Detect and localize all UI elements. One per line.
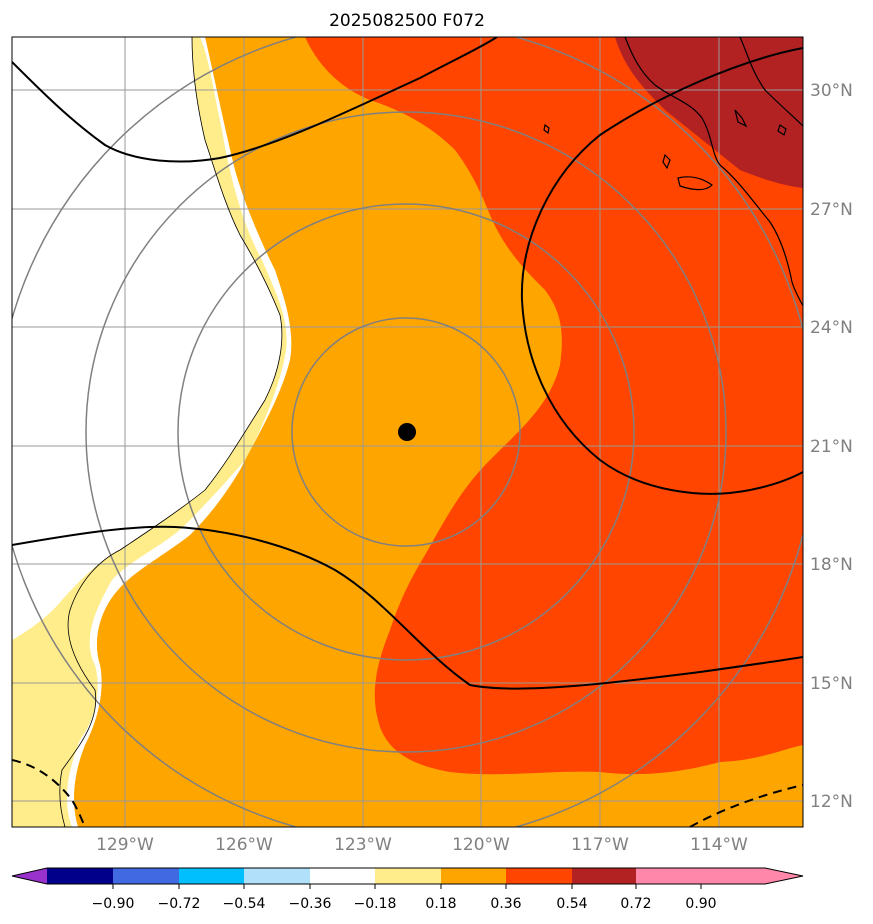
storm-center-marker: [398, 423, 416, 441]
colorbar-tick-label: 0.54: [556, 896, 587, 912]
island-cedros: [662, 153, 671, 170]
map-area: [12, 37, 803, 827]
contour-dashed-southeast: [689, 784, 803, 827]
colorbar-segment: [310, 868, 375, 884]
island-small-2: [777, 124, 787, 136]
mainland-coast: [739, 37, 803, 127]
colorbar-segment: [244, 868, 310, 884]
colorbar-segment: [113, 868, 179, 884]
lon-tick-label: 123°W: [334, 835, 392, 855]
range-ring-3: [85, 111, 727, 753]
map-frame: [11, 36, 804, 828]
range-ring-1: [291, 317, 521, 547]
lon-axis: 129°W 126°W 123°W 120°W 117°W 114°W: [96, 835, 748, 855]
contour-northwest: [12, 37, 498, 163]
colorbar-segment: [572, 868, 636, 884]
colorbar-tick-label: −0.54: [223, 896, 266, 912]
colorbar-segment: [441, 868, 506, 884]
colorbar-segment: [636, 868, 701, 884]
colorbar-tick-label: 0.72: [620, 896, 651, 912]
field-edge-outline: [59, 37, 283, 827]
colorbar-segment: [179, 868, 244, 884]
colorbar-segment: [47, 868, 113, 884]
lat-tick-label: 18°N: [810, 555, 853, 575]
island-small-1: [734, 109, 748, 128]
colorbar-extend-high: [701, 868, 803, 884]
colorbar-ticks: [112, 884, 702, 889]
colorbar: −0.90 −0.72 −0.54 −0.36 −0.18 0.18 0.36 …: [11, 867, 804, 912]
lon-tick-label: 117°W: [571, 835, 629, 855]
colorbar-segment: [506, 868, 572, 884]
lat-tick-label: 24°N: [810, 318, 853, 338]
gridlines: [12, 37, 803, 827]
contours: [12, 37, 803, 827]
colorbar-extend-low: [12, 868, 47, 884]
lat-tick-label: 12°N: [810, 792, 853, 812]
lat-tick-label: 15°N: [810, 674, 853, 694]
contour-closed-east: [520, 47, 803, 495]
colorbar-tick-label: −0.72: [158, 896, 201, 912]
lat-tick-label: 30°N: [810, 81, 853, 101]
contour-south: [12, 525, 803, 690]
colorbar-tick-label: −0.36: [289, 896, 332, 912]
coastline: [543, 37, 803, 307]
island-guadalupe: [543, 123, 550, 135]
colorbar-tick-label: 0.90: [685, 896, 716, 912]
colorbar-tick-label: −0.90: [92, 896, 135, 912]
lagoon-vizcaino: [677, 176, 713, 191]
field-light-yellow: [12, 37, 287, 827]
lon-tick-label: 114°W: [690, 835, 748, 855]
lat-axis: 30°N 27°N 24°N 21°N 18°N 15°N 12°N: [810, 81, 853, 812]
range-rings: [12, 37, 803, 827]
lat-tick-label: 21°N: [810, 437, 853, 457]
range-ring-2: [177, 203, 635, 661]
lon-tick-label: 129°W: [96, 835, 154, 855]
colorbar-outline: [11, 867, 804, 885]
lon-tick-label: 120°W: [452, 835, 510, 855]
lat-tick-label: 27°N: [810, 200, 853, 220]
contour-dashed-southwest: [12, 759, 86, 827]
figure-title: 2025082500 F072: [329, 11, 485, 31]
colorbar-segment: [375, 868, 441, 884]
colorbar-tick-label: 0.18: [425, 896, 456, 912]
colorbar-tick-label: −0.18: [354, 896, 397, 912]
colorbar-tick-label: 0.36: [490, 896, 521, 912]
baja-coast: [624, 37, 803, 307]
lon-tick-label: 126°W: [215, 835, 273, 855]
